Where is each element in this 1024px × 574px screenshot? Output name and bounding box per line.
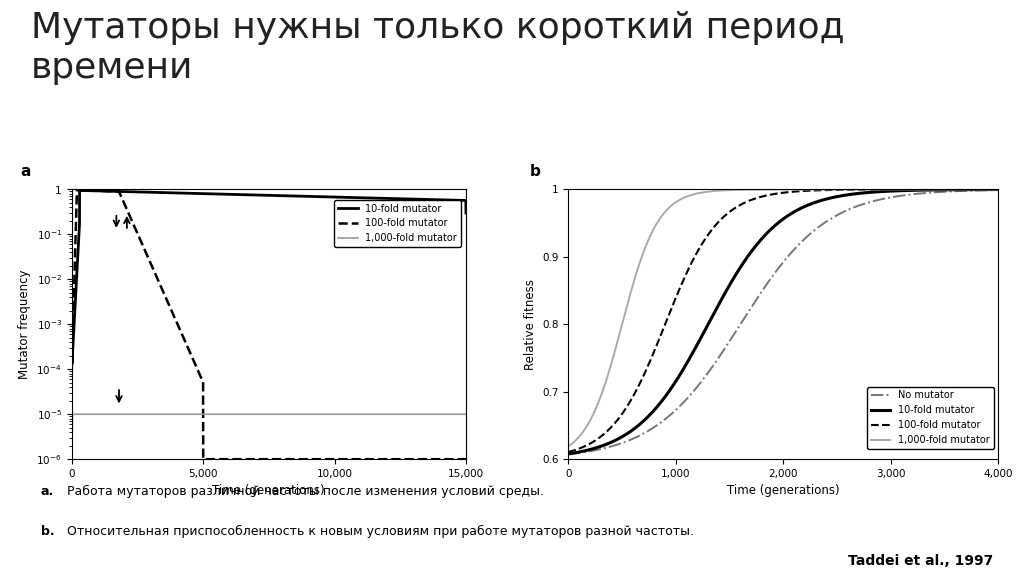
100-fold mutator <box>992 186 1005 193</box>
No mutator <box>980 187 992 194</box>
100-fold mutator <box>316 456 329 463</box>
Legend: No mutator, 10-fold mutator, 100-fold mutator, 1,000-fold mutator: No mutator, 10-fold mutator, 100-fold mu… <box>866 386 993 449</box>
10-fold mutator <box>85 187 97 194</box>
10-fold mutator <box>980 186 992 193</box>
100-fold mutator <box>379 456 391 463</box>
100-fold mutator <box>299 456 311 463</box>
Line: 1,000-fold mutator: 1,000-fold mutator <box>72 414 466 459</box>
100-fold mutator <box>85 187 97 194</box>
Legend: 10-fold mutator, 100-fold mutator, 1,000-fold mutator: 10-fold mutator, 100-fold mutator, 1,000… <box>334 200 461 247</box>
1,000-fold mutator <box>299 411 311 418</box>
1,000-fold mutator <box>67 411 79 418</box>
Text: a: a <box>20 164 31 179</box>
100-fold mutator <box>208 456 220 463</box>
10-fold mutator <box>316 193 329 200</box>
Text: Относительная приспособленность к новым условиям при работе мутаторов разной час: Относительная приспособленность к новым … <box>63 525 694 538</box>
Line: No mutator: No mutator <box>568 190 998 455</box>
10-fold mutator <box>74 187 86 194</box>
No mutator <box>980 187 992 194</box>
10-fold mutator <box>771 220 783 227</box>
No mutator <box>562 451 574 458</box>
1,000-fold mutator <box>460 411 472 418</box>
100-fold mutator <box>358 456 371 463</box>
Text: a.: a. <box>41 485 54 498</box>
No mutator <box>992 187 1005 193</box>
10-fold mutator <box>460 210 472 216</box>
Text: b.: b. <box>41 525 54 538</box>
10-fold mutator <box>584 446 596 453</box>
1,000-fold mutator <box>379 411 391 418</box>
10-fold mutator <box>379 195 391 202</box>
Y-axis label: Relative fitness: Relative fitness <box>523 279 537 370</box>
10-fold mutator <box>760 231 772 238</box>
1,000-fold mutator <box>85 411 97 418</box>
Y-axis label: Mutator frequency: Mutator frequency <box>17 270 31 379</box>
100-fold mutator <box>71 187 83 193</box>
Text: Работа мутаторов различной частоты после изменения условий среды.: Работа мутаторов различной частоты после… <box>63 485 545 498</box>
1,000-fold mutator <box>562 443 574 450</box>
1,000-fold mutator <box>980 186 992 193</box>
X-axis label: Time (generations): Time (generations) <box>213 484 325 498</box>
10-fold mutator <box>980 186 992 193</box>
No mutator <box>771 266 783 273</box>
10-fold mutator <box>66 366 78 373</box>
1,000-fold mutator <box>316 411 329 418</box>
100-fold mutator <box>901 186 913 193</box>
100-fold mutator <box>771 190 783 197</box>
No mutator <box>760 282 772 289</box>
Text: Taddei et al., 1997: Taddei et al., 1997 <box>848 554 993 568</box>
100-fold mutator <box>980 186 992 193</box>
100-fold mutator <box>460 456 472 463</box>
Line: 10-fold mutator: 10-fold mutator <box>568 189 998 454</box>
1,000-fold mutator <box>66 456 78 463</box>
100-fold mutator <box>562 448 574 455</box>
100-fold mutator <box>760 192 772 199</box>
X-axis label: Time (generations): Time (generations) <box>727 484 840 498</box>
Line: 100-fold mutator: 100-fold mutator <box>568 189 998 452</box>
100-fold mutator <box>584 440 596 447</box>
10-fold mutator <box>901 187 913 194</box>
Line: 10-fold mutator: 10-fold mutator <box>72 191 466 369</box>
100-fold mutator <box>66 366 78 373</box>
10-fold mutator <box>562 451 574 457</box>
Line: 1,000-fold mutator: 1,000-fold mutator <box>568 189 998 447</box>
1,000-fold mutator <box>357 411 370 418</box>
10-fold mutator <box>357 195 370 201</box>
1,000-fold mutator <box>901 186 913 193</box>
1,000-fold mutator <box>992 186 1005 193</box>
1,000-fold mutator <box>771 186 783 193</box>
1,000-fold mutator <box>584 417 596 424</box>
100-fold mutator <box>197 456 209 463</box>
10-fold mutator <box>299 193 311 200</box>
No mutator <box>901 192 913 199</box>
10-fold mutator <box>208 191 220 197</box>
1,000-fold mutator <box>980 186 992 193</box>
1,000-fold mutator <box>760 186 772 193</box>
No mutator <box>584 448 596 455</box>
1,000-fold mutator <box>208 411 220 418</box>
Text: Мутаторы нужны только короткий период
времени: Мутаторы нужны только короткий период вр… <box>31 11 845 85</box>
Line: 100-fold mutator: 100-fold mutator <box>72 190 466 459</box>
10-fold mutator <box>992 186 1005 193</box>
100-fold mutator <box>980 186 992 193</box>
Text: b: b <box>529 164 541 179</box>
